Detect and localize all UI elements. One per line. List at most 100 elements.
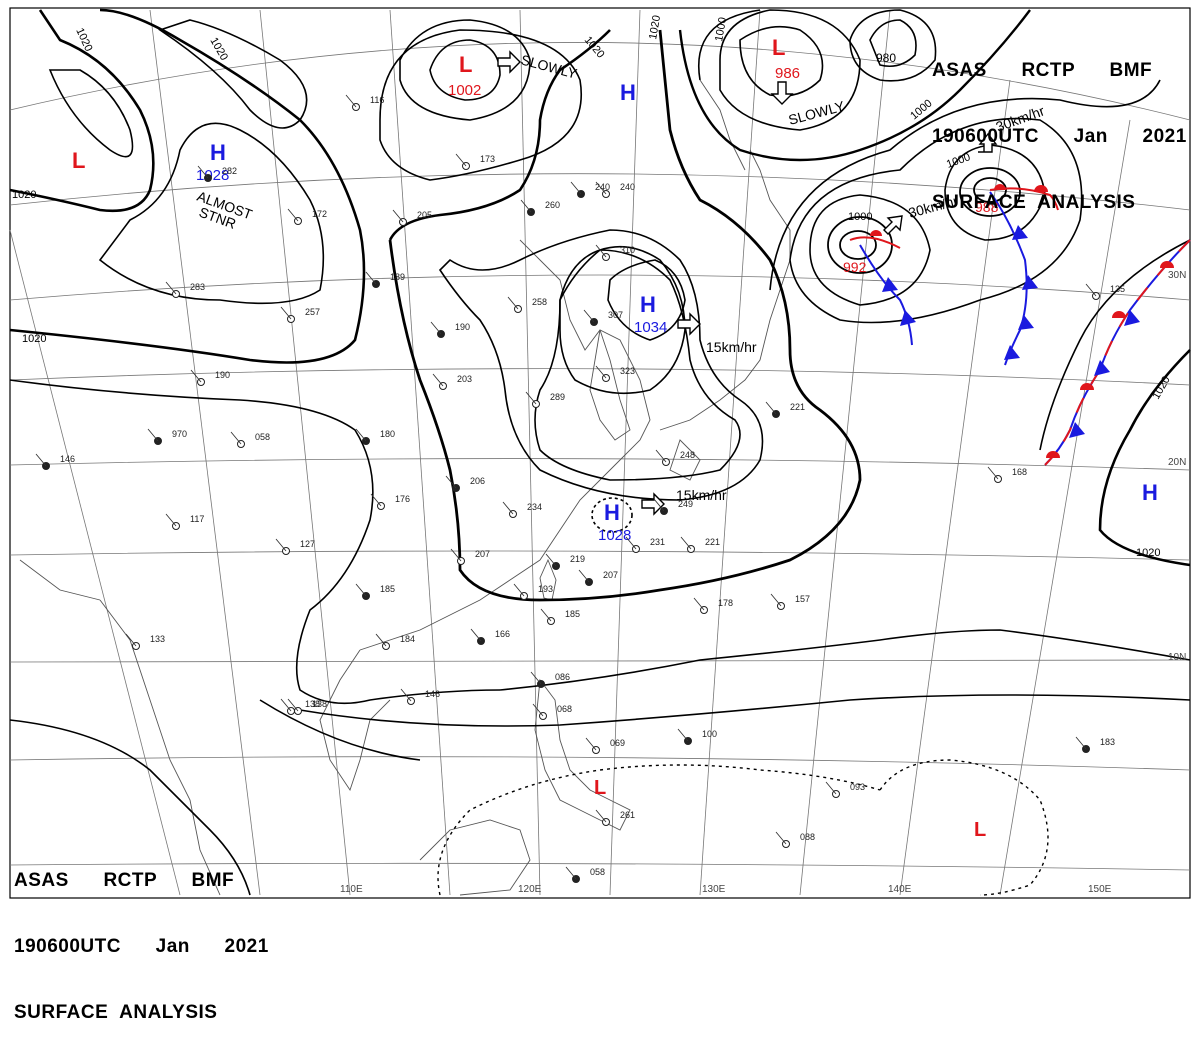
wind-barb [280,306,292,320]
station-pressure: 133 [150,634,165,644]
lat-label-10n: 10N [1168,652,1186,663]
station-pressure: 219 [570,554,585,564]
low-center-980-value: 980 [876,51,896,65]
wind-barb [430,321,442,335]
wind-barb [165,513,177,527]
station-pressure: 127 [300,539,315,549]
header-top-line2: 190600UTC Jan 2021 [932,126,1187,147]
high-center-1028-west-value: 1028 [196,167,229,184]
low-center-1002-value: 1002 [448,82,481,99]
high-center-1028-south: H [604,500,620,525]
station-pressure: 258 [532,297,547,307]
wind-barb [355,583,367,597]
wind-barb [445,475,457,489]
station-pressure: 282 [222,166,237,176]
low-center-1002: L [459,52,472,77]
slowly-label-2: SLOWLY [787,97,847,127]
isobars [9,8,1191,896]
header-bottom-line1: ASAS RCTP BMF [14,870,235,891]
graticule-labels: 110E 120E 130E 140E 150E 30N 20N 10N [340,270,1186,895]
high-center-1034-value: 1034 [634,319,667,336]
station-pressure: 261 [620,810,635,820]
isobar-label: 1020 [73,26,94,53]
lon-label-120e: 120E [518,884,542,895]
wind-barb [370,493,382,507]
station-pressure: 257 [305,307,320,317]
wind-barb [470,628,482,642]
header-top-line3: SURFACE ANALYSIS [932,192,1136,213]
speed-label-1028: 15km/hr [676,487,727,503]
station-pressure: 178 [718,598,733,608]
station-pressure: 100 [702,729,717,739]
header-top-line1: ASAS RCTP BMF [932,60,1153,81]
station-pressure: 068 [557,704,572,714]
station-pressure: 231 [650,537,665,547]
wind-barb [275,538,287,552]
station-pressure: 168 [1012,467,1027,477]
wind-barb [578,569,590,583]
wind-barb [35,453,47,467]
isobar-label: 1020 [1136,547,1160,559]
wind-barb [345,94,357,108]
wind-barb [525,391,537,405]
speed-label-1034: 15km/hr [706,339,757,355]
isobar-label: 1020 [12,189,36,201]
station-pressure: 176 [395,494,410,504]
station-pressure: 138 [312,699,327,709]
isobar-label: 1020 [1150,374,1173,401]
map-frame [9,7,1191,899]
wind-barb [595,181,607,195]
station-pressure: 970 [172,429,187,439]
wind-barb [765,401,777,415]
wind-barb [197,165,209,179]
wind-barb [825,781,837,795]
wind-barb [530,671,542,685]
wind-barb [392,209,404,223]
station-pressure: 157 [795,594,810,604]
pressure-centers: L H 1028 L 1002 H L 986 980 988 992 H 10… [72,35,1158,841]
high-center-1028-west: H [210,140,226,165]
wind-barb [507,296,519,310]
wind-barb [450,548,462,562]
station-pressure: 185 [380,584,395,594]
high-center-north: H [620,80,636,105]
wind-barb [680,536,692,550]
wind-barb [770,593,782,607]
station-pressure: 069 [610,738,625,748]
low-center-986-value: 986 [775,65,800,82]
station-pressure: 240 [620,182,635,192]
low-center-southeast: L [974,819,986,841]
wind-barb [520,199,532,213]
lat-label-20n: 20N [1168,457,1186,468]
wind-barb [230,431,242,445]
coastlines [19,79,791,896]
lat-label-30n: 30N [1168,270,1186,281]
wind-barb [455,153,467,167]
station-pressure: 117 [190,514,204,524]
station-pressure: 173 [480,154,495,164]
wind-barb [677,728,689,742]
station-pressure: 135 [1110,284,1125,294]
station-pressure: 249 [678,499,693,509]
station-pressure: 190 [455,322,470,332]
wind-barb [355,428,367,442]
station-pressure: 093 [850,782,865,792]
station-pressure: 058 [255,432,270,442]
station-pressure: 310 [620,245,635,255]
wind-barb [365,271,377,285]
station-pressure: 240 [595,182,610,192]
meridians [9,9,1131,896]
station-pressure: 184 [400,634,415,644]
wind-barb [287,698,299,712]
isobar-label: 1000 [713,16,729,42]
lon-label-130e: 130E [702,884,726,895]
isobar-label: 1020 [22,333,46,345]
low-center-988-value: 988 [975,199,999,215]
wind-barb [775,831,787,845]
header-top: ASAS RCTP BMF 190600UTC Jan 2021 SURFACE… [932,16,1187,236]
station-pressure: 185 [565,609,580,619]
wind-barb [595,244,607,258]
parallels [9,42,1191,871]
wind-barb [1085,283,1097,297]
wind-barb [432,373,444,387]
